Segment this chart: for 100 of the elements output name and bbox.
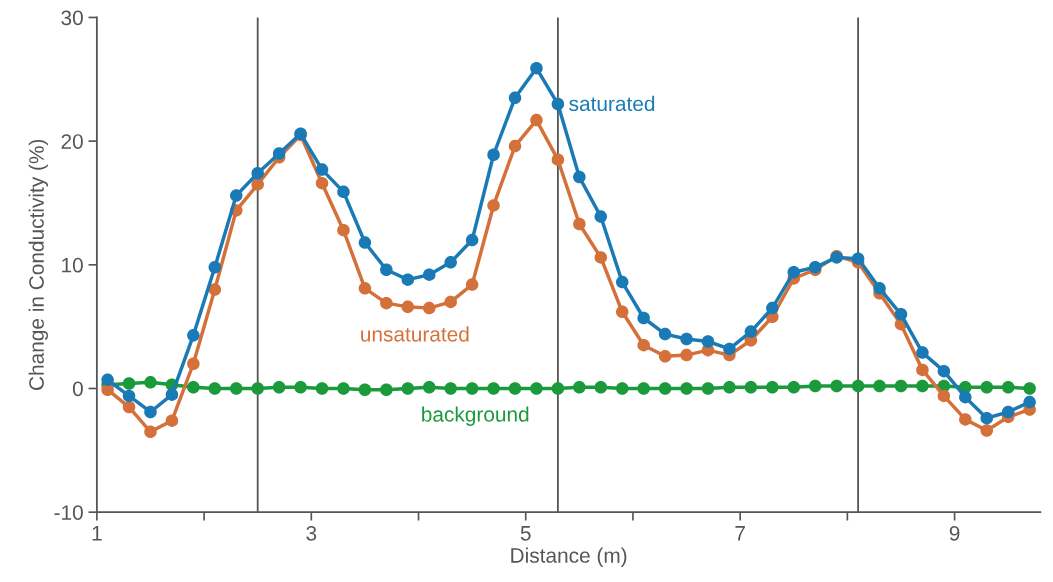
- point: [573, 381, 586, 394]
- point: [680, 382, 693, 395]
- point: [251, 167, 264, 180]
- point: [358, 282, 372, 295]
- point: [144, 405, 157, 419]
- point: [487, 199, 500, 212]
- x-tick-label: 7: [735, 526, 745, 541]
- point: [1023, 382, 1036, 395]
- point: [766, 301, 779, 315]
- y-tick-label: 0: [72, 381, 83, 397]
- point: [980, 424, 994, 437]
- point: [165, 414, 179, 427]
- point: [122, 377, 136, 390]
- point: [851, 379, 865, 393]
- point: [122, 400, 136, 414]
- series-label: background: [422, 406, 529, 426]
- point: [937, 389, 951, 403]
- point: [637, 338, 650, 352]
- point: [530, 113, 543, 127]
- point: [380, 263, 393, 277]
- point: [165, 388, 179, 401]
- y-tick-label: 20: [61, 134, 83, 149]
- point: [787, 381, 801, 394]
- point: [380, 296, 393, 310]
- point: [873, 379, 886, 393]
- point: [530, 382, 543, 395]
- point: [615, 382, 629, 395]
- point: [272, 381, 286, 394]
- point: [1023, 395, 1036, 409]
- point: [208, 261, 222, 274]
- point: [980, 381, 994, 394]
- x-axis-title: Distance (m): [511, 547, 627, 567]
- point: [573, 217, 586, 231]
- point: [144, 376, 157, 389]
- point: [851, 252, 865, 265]
- point: [680, 348, 693, 362]
- point: [787, 265, 801, 279]
- point: [959, 390, 972, 404]
- point: [422, 268, 436, 281]
- point: [422, 381, 436, 394]
- point: [658, 382, 672, 395]
- point: [401, 273, 415, 286]
- point: [637, 311, 650, 325]
- point: [894, 308, 908, 321]
- point: [230, 189, 243, 202]
- point: [551, 382, 565, 395]
- point: [530, 61, 543, 75]
- point: [916, 379, 929, 393]
- x-tick-label: 3: [306, 525, 317, 541]
- point: [230, 382, 243, 395]
- x-tick-label: 9: [949, 525, 960, 541]
- point: [551, 97, 565, 111]
- point: [315, 176, 329, 190]
- point: [744, 381, 758, 394]
- point: [337, 382, 350, 395]
- point: [1001, 381, 1015, 394]
- point: [873, 282, 886, 295]
- point: [830, 379, 843, 393]
- point: [294, 381, 307, 394]
- point: [122, 389, 136, 403]
- point: [487, 382, 500, 395]
- x-tick-label: 5: [520, 526, 531, 541]
- point: [401, 300, 415, 314]
- point: [594, 251, 608, 264]
- point: [937, 364, 951, 378]
- point: [465, 382, 479, 395]
- point: [766, 381, 779, 394]
- point: [723, 342, 736, 356]
- point: [272, 147, 286, 160]
- point: [701, 382, 715, 395]
- point: [594, 210, 608, 223]
- x-tick-label: 1: [92, 526, 102, 541]
- point: [916, 346, 929, 359]
- point: [723, 381, 736, 394]
- point: [337, 185, 350, 199]
- point: [594, 381, 608, 394]
- point: [680, 332, 693, 346]
- series-label: unsaturated: [361, 326, 469, 342]
- point: [144, 425, 157, 439]
- point: [444, 295, 457, 309]
- point: [187, 381, 200, 394]
- point: [916, 363, 929, 377]
- point: [1001, 405, 1015, 419]
- point: [573, 170, 586, 184]
- point: [894, 379, 908, 393]
- point: [465, 233, 479, 247]
- point: [615, 275, 629, 289]
- series-label: saturated: [569, 95, 655, 112]
- point: [615, 305, 629, 319]
- point: [959, 413, 972, 426]
- point: [508, 382, 522, 395]
- y-tick-label: -10: [54, 505, 83, 520]
- point: [980, 411, 994, 425]
- point: [551, 153, 565, 166]
- point: [487, 148, 500, 161]
- point: [444, 382, 457, 395]
- point: [658, 350, 672, 363]
- point: [101, 373, 114, 387]
- point: [465, 278, 479, 291]
- point: [744, 325, 758, 338]
